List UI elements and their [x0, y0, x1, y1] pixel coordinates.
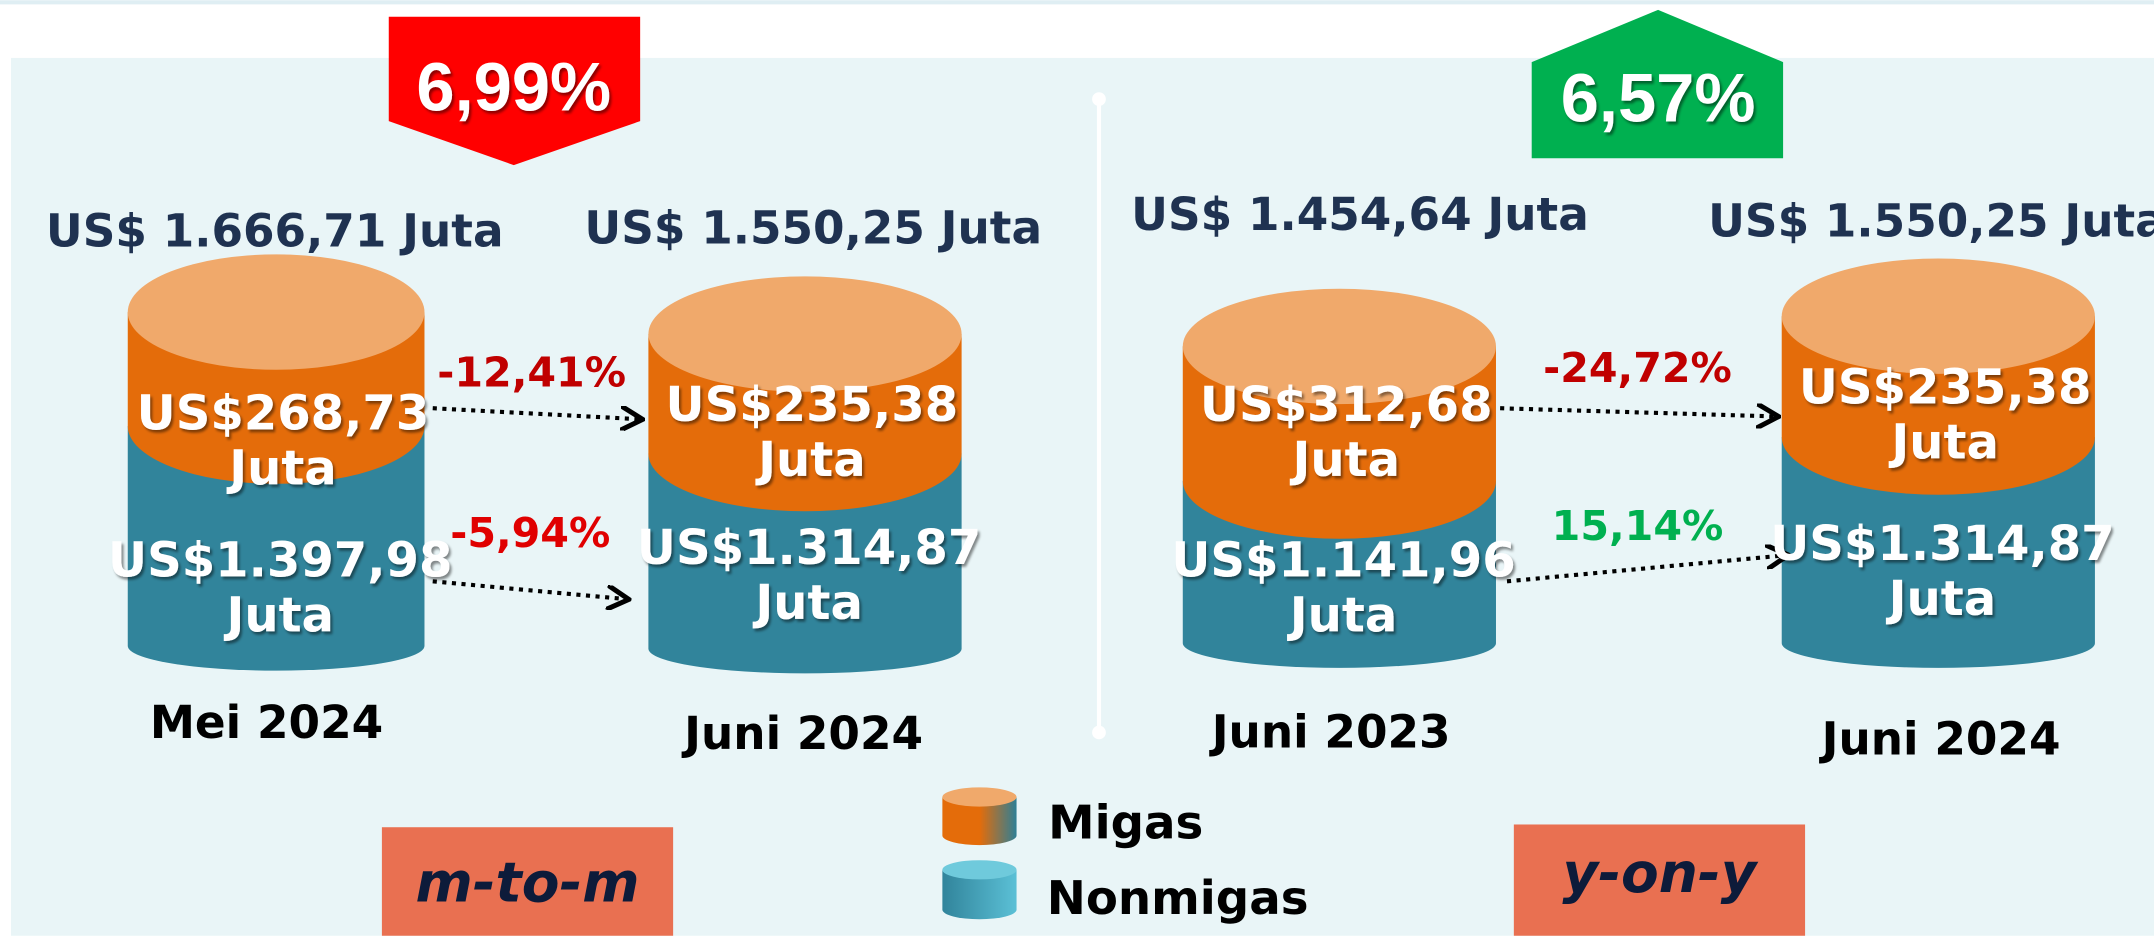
- total: US$ 1.550,25 Juta: [1708, 195, 2154, 248]
- segment-amount: US$1.314,87: [1770, 516, 2114, 572]
- arrow: [432, 579, 627, 599]
- legend-icon-top: [942, 860, 1017, 880]
- badge-up: [1531, 9, 1784, 159]
- badge-text: 6,57%: [1561, 59, 1756, 136]
- period-label: Juni 2024: [1819, 713, 2061, 766]
- arrow: [1500, 408, 1776, 416]
- change: -12,41%: [437, 348, 626, 396]
- cylinder-top: [1182, 288, 1496, 405]
- segment-unit: Juta: [223, 587, 334, 643]
- period-label: Juni 2024: [681, 707, 923, 760]
- period-box: [381, 827, 674, 936]
- segment-amount: US$235,38: [1799, 359, 2092, 415]
- period-box-text: y-on-y: [1562, 841, 1758, 905]
- nonmigas-body: [127, 426, 425, 671]
- divider-dot: [1092, 725, 1106, 740]
- segment-unit: Juta: [752, 575, 863, 631]
- segment-unit: Juta: [1886, 571, 1997, 627]
- badge-text: 6,99%: [416, 48, 611, 125]
- legend-icon: [942, 797, 1017, 846]
- period-box: [1513, 824, 1806, 936]
- segment-unit: Juta: [1888, 414, 1999, 470]
- badge-down: [388, 16, 641, 166]
- total: US$ 1.454,64 Juta: [1131, 188, 1589, 241]
- segment-labels: US$268,73JutaUS$1.397,98JutaUS$235,38Jut…: [108, 359, 2115, 643]
- arrow: [1506, 555, 1786, 584]
- arrow: [432, 408, 640, 419]
- segment-amount: US$235,38: [666, 377, 959, 433]
- cylinders: [127, 254, 2095, 674]
- total: US$ 1.550,25 Juta: [584, 202, 1042, 255]
- segment-amount: US$312,68: [1200, 377, 1493, 433]
- change: -5,94%: [450, 509, 610, 557]
- cylinder-top: [127, 254, 425, 370]
- period-label: Juni 2023: [1209, 706, 1451, 759]
- segment-amount: US$268,73: [137, 385, 430, 441]
- legend-icon-top: [942, 787, 1017, 807]
- period-box-text: m-to-m: [415, 850, 639, 914]
- total: US$ 1.666,71 Juta: [46, 204, 504, 257]
- cylinder-top: [1781, 258, 2095, 374]
- segment-amount: US$1.314,87: [637, 520, 981, 576]
- top-band: [0, 0, 2154, 5]
- segment-amount: US$1.397,98: [108, 532, 452, 588]
- change: 15,14%: [1552, 502, 1724, 550]
- legend-icon: [942, 869, 1017, 920]
- legend-label: Migas: [1048, 796, 1203, 850]
- period-label: Mei 2024: [150, 696, 383, 749]
- nonmigas-body: [648, 453, 962, 674]
- legend: Migas Nonmigas: [942, 787, 1309, 926]
- divider-dot: [1092, 92, 1106, 107]
- change: -24,72%: [1543, 344, 1732, 392]
- cylinder-top: [648, 276, 962, 392]
- segment-unit: Juta: [1289, 432, 1400, 488]
- nonmigas-body: [1781, 437, 2095, 668]
- segment-unit: Juta: [755, 432, 866, 488]
- legend-label: Nonmigas: [1047, 872, 1309, 926]
- segment-unit: Juta: [1287, 587, 1398, 643]
- segment-amount: US$1.141,96: [1171, 532, 1515, 588]
- segment-unit: Juta: [226, 440, 337, 496]
